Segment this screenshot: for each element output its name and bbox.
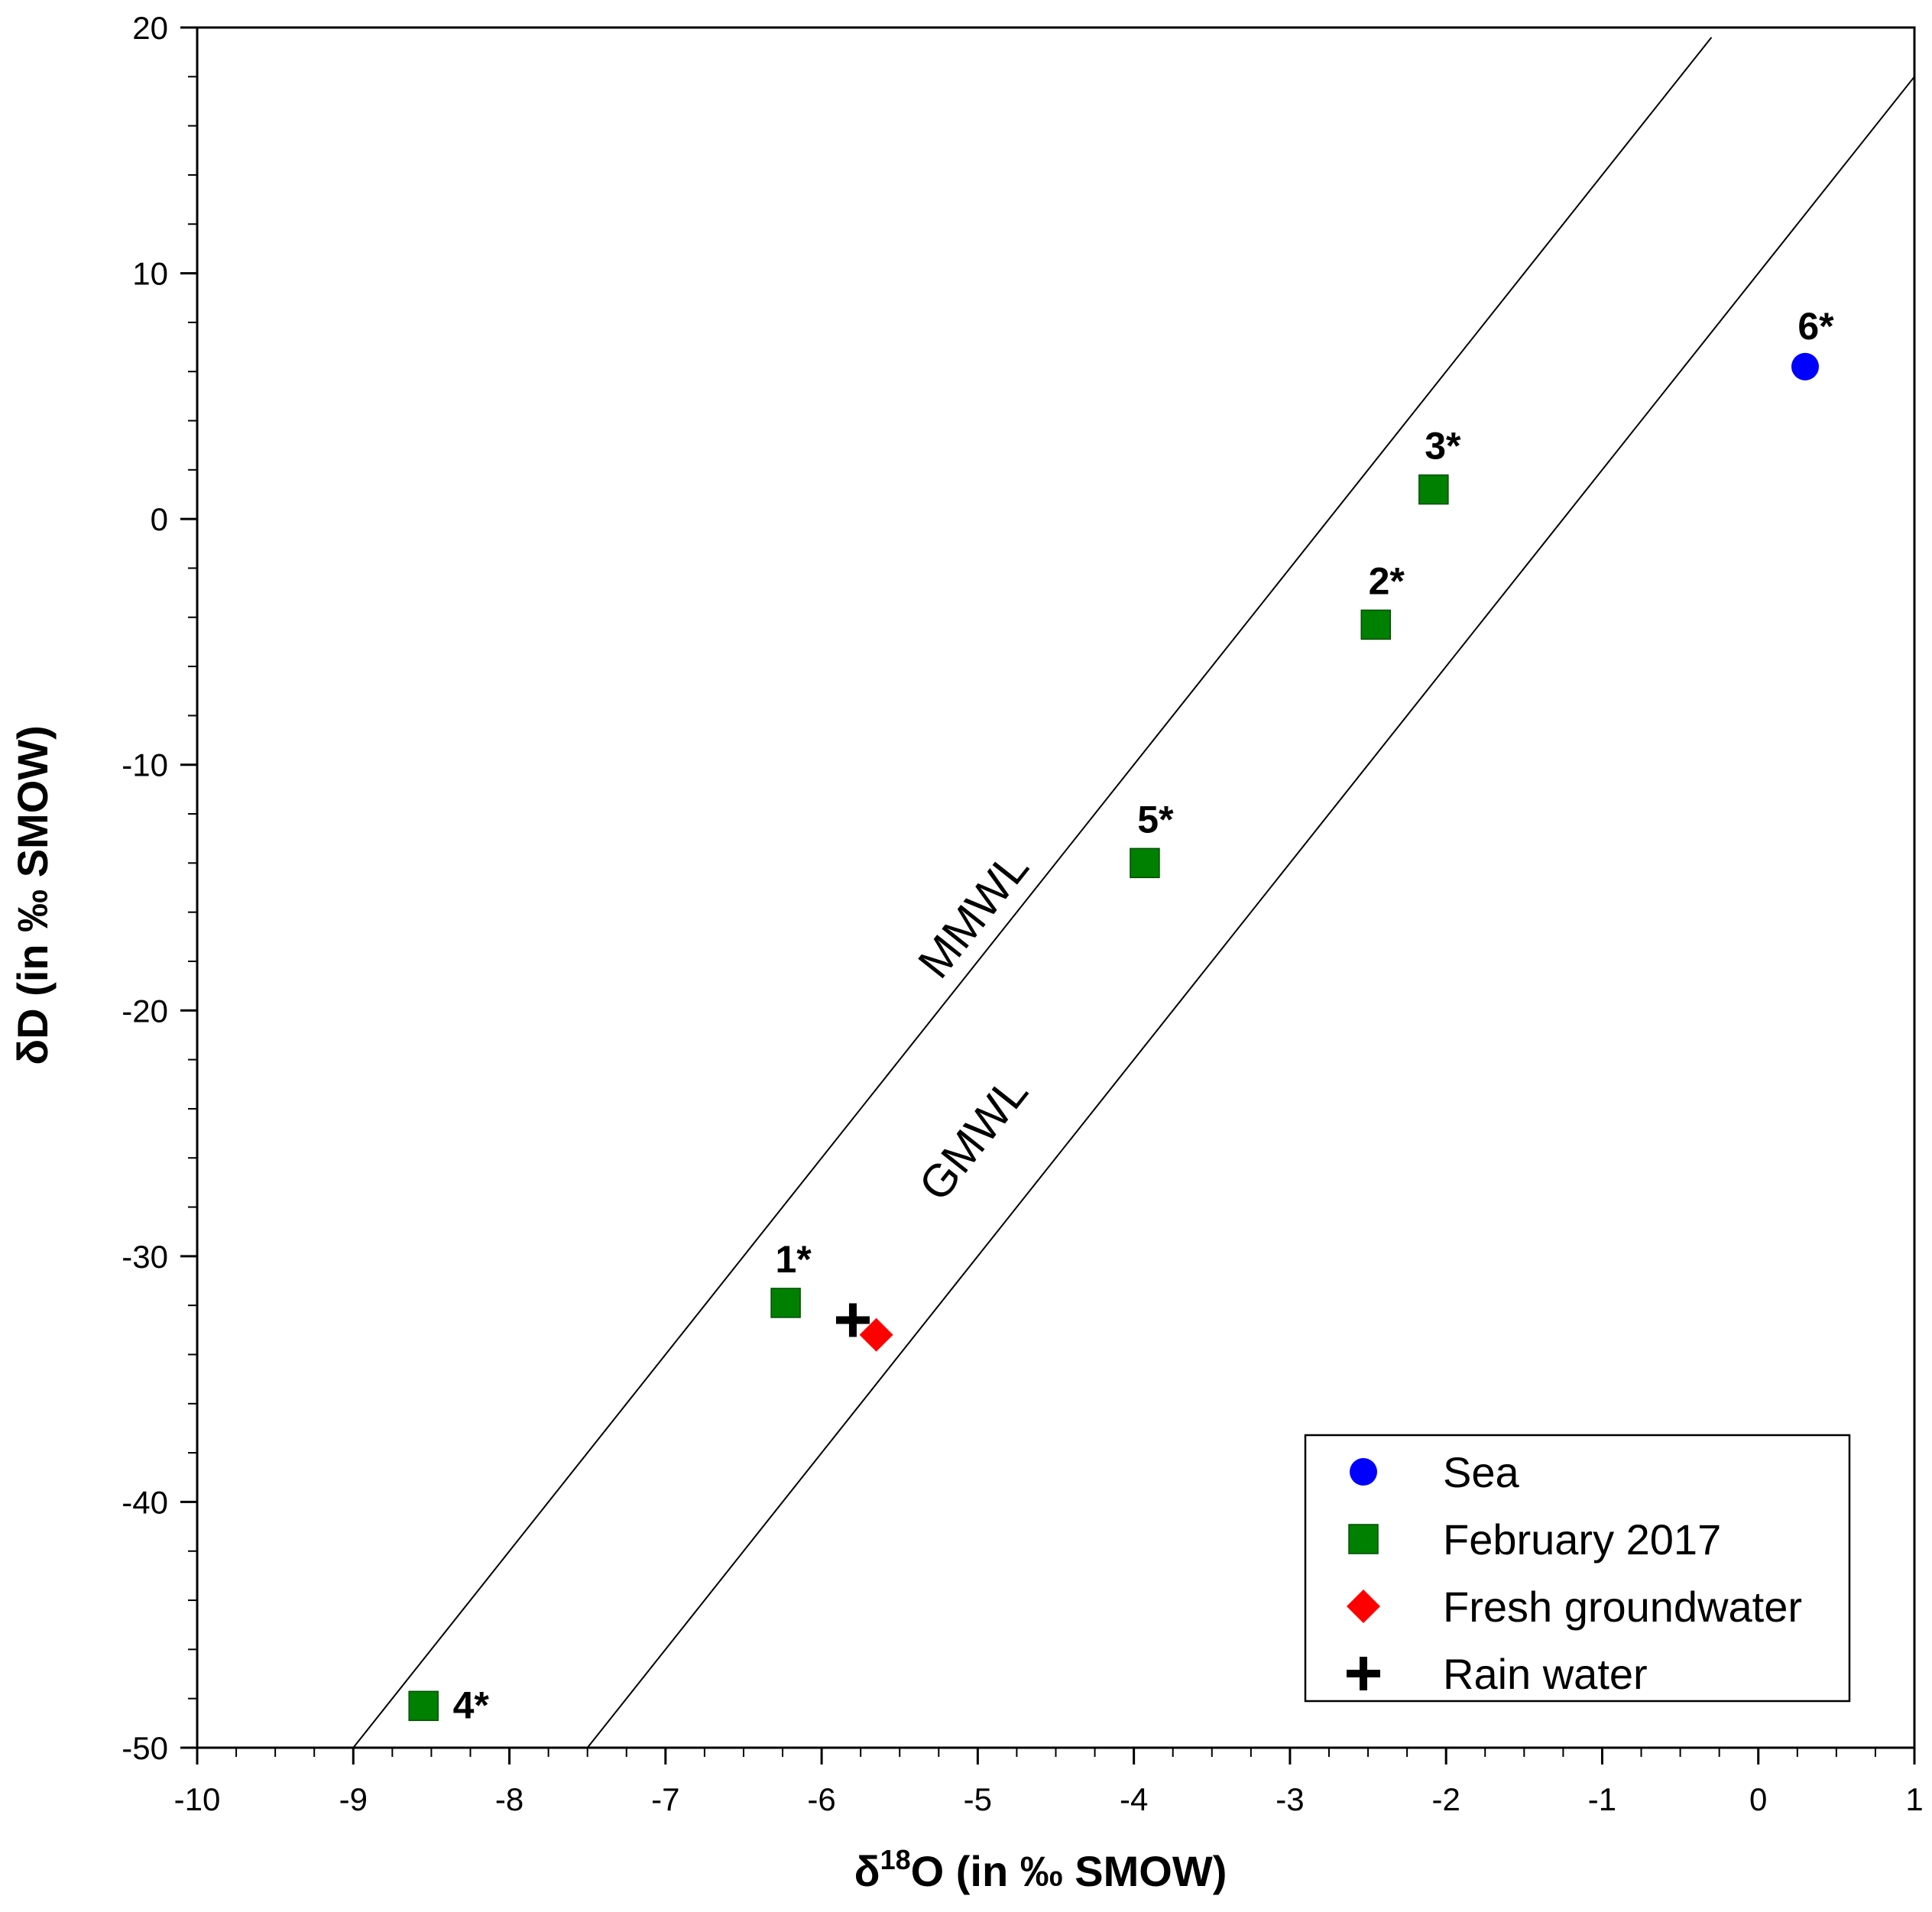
gmwl-line (586, 76, 1914, 1748)
x-axis-title-main: O (in ‰ SMOW) (911, 1847, 1227, 1895)
point-label: 5* (1137, 798, 1174, 841)
x-tick-label: -10 (174, 1781, 221, 1817)
x-axis-title-sup: 18 (880, 1844, 911, 1875)
x-axis-title-prefix: δ (854, 1847, 880, 1895)
y-axis-title: δD (in ‰ SMOW) (8, 725, 57, 1065)
x-tick-label: -8 (495, 1781, 524, 1817)
data-points: 6* 1* 2* 3* 4* 5* (408, 305, 1834, 1726)
x-axis-title: δ18O (in ‰ SMOW) (854, 1844, 1227, 1895)
water-lines (352, 37, 1914, 1748)
legend-marker (1350, 1458, 1377, 1486)
legend-label: Rain water (1443, 1650, 1648, 1698)
point-label: 2* (1369, 559, 1405, 602)
y-tick-label: -20 (122, 993, 168, 1029)
legend-marker (1348, 1524, 1379, 1554)
february-2017-point (770, 1288, 801, 1318)
x-tick-label: -2 (1432, 1781, 1460, 1817)
y-tick-label: -40 (122, 1484, 168, 1520)
y-tick-label: -30 (122, 1239, 168, 1275)
x-axis: -10 -9 -8 -7 -6 -5 -4 -3 -2 -1 0 1 (174, 1748, 1924, 1817)
february-2017-point (1418, 474, 1449, 505)
point-label: 4* (453, 1684, 490, 1726)
y-axis: -50 -40 -30 -20 -10 0 10 20 (122, 10, 197, 1766)
x-tick-label: -6 (807, 1781, 835, 1817)
point-label: 6* (1797, 305, 1834, 348)
rain-water-point-v (848, 1303, 857, 1337)
y-tick-label: -10 (122, 747, 168, 783)
legend-label: February 2017 (1443, 1515, 1721, 1564)
x-tick-label: 0 (1749, 1781, 1767, 1817)
legend-box (1304, 1434, 1851, 1703)
y-tick-label: 0 (151, 501, 168, 537)
fresh-groundwater-point (859, 1317, 893, 1352)
legend-label: Sea (1443, 1448, 1519, 1496)
gmwl-label: GMWL (909, 1067, 1038, 1210)
y-tick-label: 10 (132, 256, 168, 292)
x-tick-label: -5 (964, 1781, 992, 1817)
x-tick-label: -4 (1120, 1781, 1148, 1817)
mmwl-line (352, 37, 1713, 1748)
legend-marker-v (1360, 1657, 1367, 1690)
x-tick-label: -7 (651, 1781, 679, 1817)
y-tick-label: 20 (132, 10, 168, 46)
y-tick-label: -50 (122, 1730, 168, 1766)
legend-marker (1347, 1590, 1380, 1623)
february-2017-point (1130, 847, 1160, 879)
x-tick-label: 1 (1905, 1781, 1923, 1817)
legend-label: Fresh groundwater (1443, 1583, 1802, 1631)
february-2017-point (1360, 609, 1392, 640)
legend: Sea February 2017 Fresh groundwater Rain wa… (1304, 1434, 1851, 1703)
february-2017-point (408, 1690, 439, 1722)
mmwl-label: MMWL (908, 842, 1039, 987)
x-tick-label: -3 (1276, 1781, 1304, 1817)
point-label: 3* (1425, 425, 1461, 468)
x-tick-label: -9 (339, 1781, 368, 1817)
point-label: 1* (775, 1238, 812, 1281)
sea-point (1791, 352, 1820, 381)
x-tick-label: -1 (1588, 1781, 1616, 1817)
